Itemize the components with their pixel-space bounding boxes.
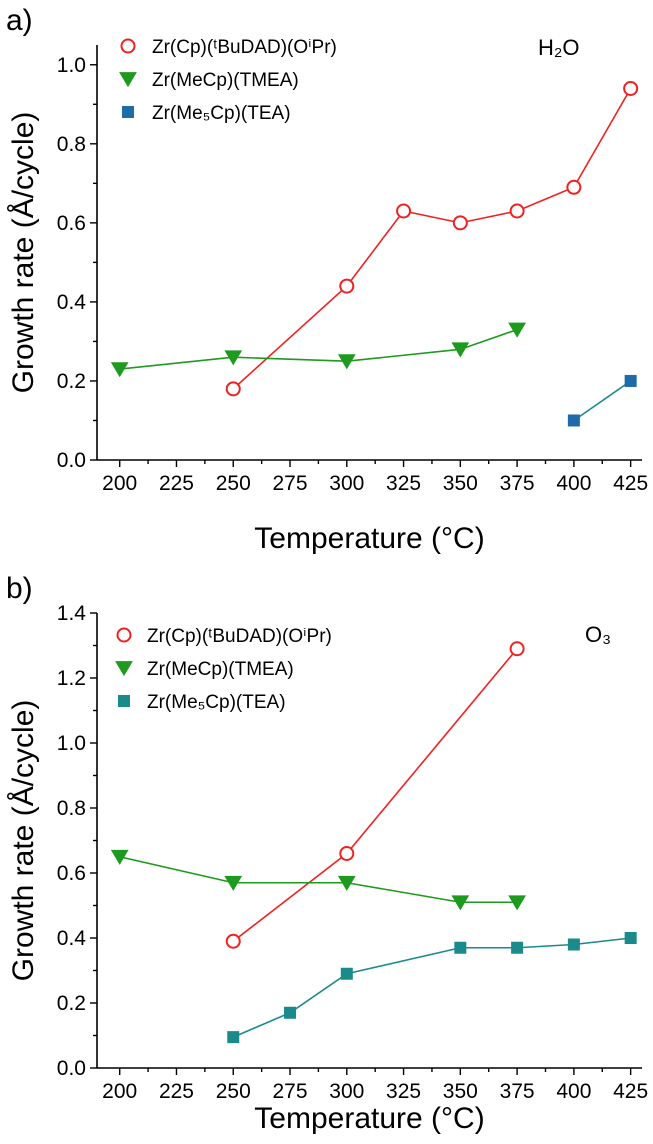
y-tick-label: 0.4	[57, 291, 87, 314]
legend-marker	[119, 72, 137, 88]
legend-marker	[122, 106, 134, 118]
y-tick-label: 0.0	[57, 1057, 86, 1080]
legend-label: Zr(MeCp)(TMEA)	[147, 659, 294, 680]
data-point	[567, 938, 580, 951]
x-tick-label: 375	[500, 472, 535, 495]
reactant-annotation: H₂O	[538, 35, 580, 60]
x-tick-label: 225	[159, 1080, 194, 1103]
legend-label: Zr(Cp)(ᵗBuDAD)(OⁱPr)	[147, 626, 332, 647]
y-tick-label: 1.0	[57, 732, 86, 755]
data-point	[566, 179, 582, 195]
data-point	[511, 941, 524, 954]
series-2	[567, 374, 637, 427]
x-tick-label: 425	[613, 472, 648, 495]
legend-marker	[115, 661, 133, 677]
y-tick-label: 0.2	[57, 992, 86, 1015]
data-point	[454, 941, 467, 954]
y-axis-title: Growth rate (Å/cycle)	[7, 700, 40, 982]
x-tick-label: 375	[500, 1080, 535, 1103]
data-point	[337, 354, 356, 370]
series-0	[225, 80, 639, 397]
data-point	[509, 203, 525, 219]
x-tick-label: 250	[216, 472, 251, 495]
data-point	[225, 933, 241, 949]
x-tick-label: 300	[329, 472, 364, 495]
series-line	[232, 88, 632, 390]
series-1	[110, 322, 526, 378]
x-tick-label: 325	[386, 472, 421, 495]
x-tick-label: 350	[443, 472, 478, 495]
legend-label: Zr(Cp)(ᵗBuDAD)(OⁱPr)	[152, 37, 337, 58]
x-axis-title: Temperature (°C)	[254, 522, 484, 555]
x-tick-label: 350	[443, 1080, 478, 1103]
legend-label: Zr(Me₅Cp)(TEA)	[152, 103, 291, 124]
data-point	[623, 80, 639, 96]
data-point	[396, 203, 412, 219]
data-point	[508, 322, 526, 338]
x-tick-label: 400	[556, 472, 591, 495]
series-2	[227, 932, 637, 1044]
data-point	[624, 932, 637, 944]
data-point	[340, 967, 353, 980]
legend-marker	[118, 695, 130, 707]
x-tick-label: 250	[216, 1080, 251, 1103]
data-point	[337, 875, 356, 891]
panel-label: a)	[6, 4, 33, 37]
y-tick-label: 0.6	[57, 212, 86, 235]
data-point	[110, 362, 129, 378]
panel-b: 0.0 0.2 0.4 0.6 0.8 1.0 1.2 1.4 200 225 250 275 300 3…	[6, 572, 648, 1135]
x-tick-label: 300	[329, 1080, 364, 1103]
series-line	[573, 380, 632, 422]
x-tick-label: 400	[556, 1080, 591, 1103]
data-point	[451, 342, 470, 358]
series-0	[225, 641, 525, 949]
reactant-annotation: O₃	[585, 622, 611, 647]
data-point	[225, 381, 241, 397]
x-tick-label: 425	[613, 1080, 648, 1103]
data-point	[509, 641, 525, 657]
x-tick-label: 275	[272, 472, 307, 495]
y-tick-label: 1.0	[57, 54, 86, 77]
y-tick-label: 1.4	[57, 602, 87, 625]
legend-label: Zr(Me₅Cp)(TEA)	[147, 692, 286, 713]
y-axis-title: Growth rate (Å/cycle)	[7, 112, 40, 394]
y-tick-label: 0.8	[57, 133, 86, 156]
y-tick-label: 0.0	[57, 449, 86, 472]
x-tick-label: 275	[272, 1080, 307, 1103]
data-point	[284, 1006, 297, 1019]
data-point	[339, 278, 355, 294]
x-axis-title: Temperature (°C)	[254, 1102, 484, 1135]
x-tick-label: 325	[386, 1080, 421, 1103]
y-tick-label: 0.8	[57, 797, 86, 820]
data-point	[508, 895, 526, 911]
legend-label: Zr(MeCp)(TMEA)	[152, 70, 299, 91]
x-tick-label: 200	[102, 1080, 137, 1103]
data-point	[451, 895, 470, 911]
data-point	[339, 846, 355, 861]
series-1	[110, 849, 526, 911]
y-tick-label: 1.2	[57, 667, 86, 690]
y-tick-label: 0.2	[57, 370, 86, 393]
y-tick-label: 0.6	[57, 862, 86, 885]
panel-label: b)	[6, 572, 33, 605]
series-line	[232, 937, 631, 1038]
data-point	[224, 350, 243, 366]
data-point	[624, 374, 637, 387]
data-point	[452, 215, 468, 231]
y-tick-label: 0.4	[57, 927, 87, 950]
panel-a: 0.0 0.2 0.4 0.6 0.8 1.0 200 225 250 275 300 325 350 3…	[6, 4, 648, 555]
data-point	[224, 875, 243, 891]
data-point	[110, 849, 129, 865]
legend-marker	[116, 627, 132, 643]
x-tick-label: 225	[159, 472, 194, 495]
data-point	[567, 414, 580, 427]
legend-marker	[120, 38, 136, 54]
data-point	[227, 1031, 240, 1044]
x-tick-label: 200	[102, 472, 137, 495]
